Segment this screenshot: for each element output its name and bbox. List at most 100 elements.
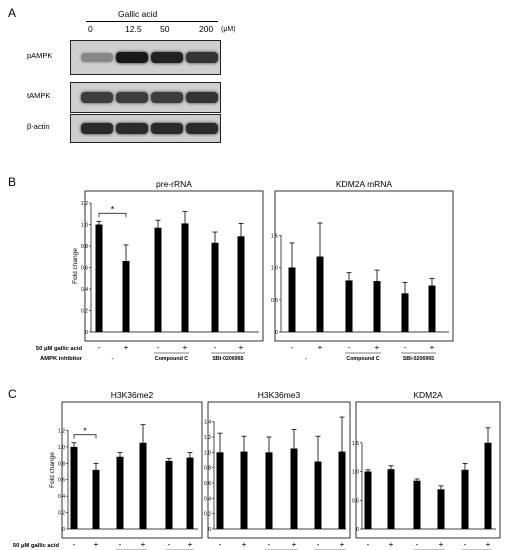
bar (139, 442, 147, 529)
row-label-gallic-acid: 50 μM gallic acid (36, 346, 83, 352)
treatment-sign: - (464, 540, 467, 549)
bar (314, 461, 322, 529)
bar (338, 451, 346, 529)
dose-label: 200 (199, 24, 214, 34)
chart-title: KDM2A mRNA (336, 179, 393, 189)
bar (154, 227, 162, 332)
gallic-acid-label: Gallic acid (118, 9, 158, 19)
row-label-gallic-acid: 50 μM gallic acid (13, 543, 60, 549)
blot-membrane (70, 82, 221, 113)
treatment-sign: + (242, 540, 247, 549)
y-tick-label: 0.6 (58, 478, 65, 484)
significance-marker: * (111, 204, 115, 214)
y-tick-label: 0.4 (204, 496, 211, 502)
bar (401, 293, 409, 332)
treatment-sign: + (430, 343, 435, 352)
y-tick-label: 0 (85, 330, 88, 336)
chart-title: KDM2A (413, 390, 443, 400)
dose-label: 0 (88, 24, 93, 34)
blot-band (151, 122, 183, 135)
treatment-sign: + (124, 343, 129, 352)
panel-c-letter: C (8, 387, 17, 401)
y-tick-label: 1.0 (58, 445, 65, 451)
bar (345, 280, 353, 332)
treatment-sign: + (439, 540, 444, 549)
blot-band (81, 92, 113, 103)
bar (461, 469, 469, 529)
chart-frame (84, 190, 264, 342)
blot-band (186, 122, 218, 135)
treatment-sign: - (317, 540, 320, 549)
panel-a-letter: A (8, 6, 17, 20)
chart-frame (274, 190, 454, 342)
bar (413, 480, 421, 529)
treatment-sign: - (404, 343, 407, 352)
y-tick-label: 1.4 (204, 420, 211, 426)
treatment-sign: - (168, 540, 171, 549)
chart-frame (207, 401, 351, 539)
blot-band (116, 51, 148, 64)
bar (387, 469, 395, 529)
treatment-sign: + (188, 540, 193, 549)
treatment-sign: - (119, 540, 122, 549)
chart-frame (61, 401, 203, 539)
bar (428, 285, 436, 332)
y-tick-label: 1.2 (204, 435, 211, 441)
bar (211, 242, 219, 332)
y-tick-label: 1.0 (271, 266, 278, 272)
blot-band (151, 51, 183, 64)
y-tick-label: 0.8 (204, 466, 211, 472)
y-tick-label: 0 (275, 330, 278, 336)
treatment-sign: + (183, 343, 188, 352)
y-tick-label: 0.5 (352, 498, 359, 504)
treatment-sign: + (389, 540, 394, 549)
y-tick-label: 1.0 (352, 470, 359, 476)
treatment-sign: - (268, 540, 271, 549)
y-tick-label: 0 (356, 527, 359, 533)
bar (92, 469, 100, 529)
treatment-sign: + (141, 540, 146, 549)
y-tick-label: 0.6 (81, 266, 88, 272)
chart-frame (355, 401, 501, 539)
inhibitor-group-label: - (112, 356, 114, 362)
bar (116, 456, 124, 529)
y-tick-label: 1.0 (81, 223, 88, 229)
treatment-sign: - (157, 343, 160, 352)
treatment-sign: + (318, 343, 323, 352)
treatment-sign: - (416, 540, 419, 549)
y-axis-label: Fold change (49, 452, 56, 488)
bar (181, 223, 189, 332)
chart-title: H3K36me2 (111, 390, 154, 400)
bar (290, 448, 298, 529)
blot-label: pAMPK (27, 50, 53, 60)
bar (70, 446, 78, 529)
significance-marker: * (83, 426, 87, 436)
chart-title: H3K36me3 (258, 390, 301, 400)
blot-band (116, 92, 148, 103)
y-tick-label: 0.2 (204, 512, 211, 518)
y-tick-label: 0 (62, 527, 65, 533)
inhibitor-group-label: Compound C (346, 356, 379, 362)
inhibitor-group-label: Compound C (155, 356, 188, 362)
bar (237, 236, 245, 332)
blot-band (151, 92, 183, 103)
bar (240, 451, 248, 529)
blot-label: tAMPK (27, 90, 51, 100)
blot-label: β-actin (27, 121, 50, 131)
blot-membrane (70, 114, 221, 143)
y-tick-label: 0.8 (58, 461, 65, 467)
y-tick-label: 0.4 (81, 287, 88, 293)
blot-band (186, 52, 218, 63)
bar (437, 489, 445, 529)
significance-bracket (73, 434, 97, 439)
inhibitor-group-label: SBI-0206965 (212, 356, 243, 362)
significance-bracket (98, 212, 127, 218)
treatment-sign: - (214, 343, 217, 352)
y-tick-label: 1.5 (352, 441, 359, 447)
chart-title: pre-rRNA (156, 179, 192, 189)
panel-b-letter: B (8, 175, 17, 189)
y-tick-label: 1.2 (81, 201, 88, 207)
bar (364, 471, 372, 529)
treatment-sign: + (486, 540, 491, 549)
